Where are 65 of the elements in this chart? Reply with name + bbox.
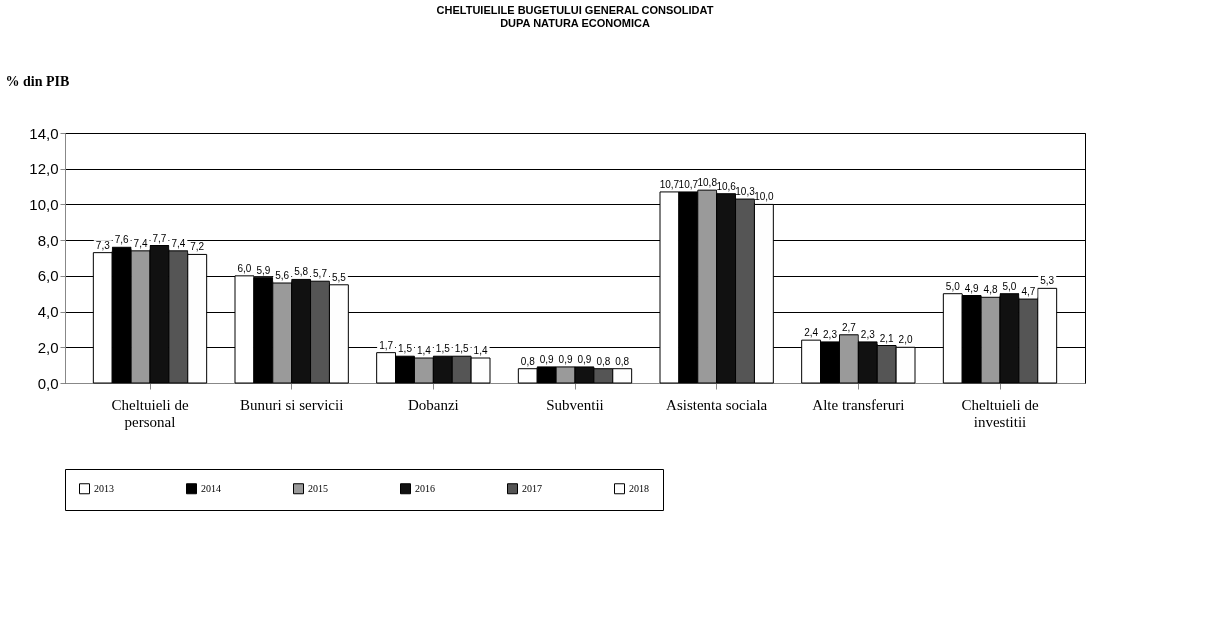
y-tick-label: 6,0	[37, 267, 59, 285]
y-tick-label: 2,0	[37, 338, 59, 356]
data-label: 7,4	[133, 237, 148, 249]
data-label: 5,6	[275, 270, 290, 281]
legend-label: 2016	[415, 482, 435, 494]
data-label: 1,5	[454, 343, 470, 355]
data-label: 5,0	[945, 280, 961, 292]
y-tick-label: 10,0	[29, 195, 59, 213]
y-axis-title: % din PIB	[5, 73, 70, 89]
data-label: 5,7	[313, 268, 328, 280]
data-label: 0,9	[539, 353, 555, 365]
legend-label: 2017	[522, 482, 542, 494]
data-label: 7,7	[152, 232, 167, 244]
data-label: 2,4	[804, 327, 819, 339]
data-label: 1,7	[379, 339, 394, 351]
data-label: 0,8	[520, 355, 536, 367]
data-label: 5,5	[331, 271, 347, 283]
y-tick-label: 0,0	[37, 374, 59, 392]
data-label: 1,5	[435, 343, 451, 355]
data-label: 10,8	[697, 177, 718, 189]
x-tick-label: Asistenta sociala	[666, 396, 768, 413]
data-label: 5,8	[294, 266, 309, 278]
data-label: 4,8	[983, 284, 998, 296]
data-label: 7,2	[190, 241, 205, 253]
data-label: 10,3	[735, 186, 756, 198]
data-label: 1,5	[398, 343, 413, 355]
x-tick-label: Subventii	[546, 396, 604, 413]
legend-label: 2013	[94, 482, 114, 494]
legend-label: 2015	[308, 482, 328, 494]
legend-label: 2014	[201, 482, 221, 494]
x-tick-label: Cheltuieli de personal	[111, 396, 189, 430]
data-label: 0,9	[577, 353, 592, 365]
data-label: 4,9	[964, 282, 980, 294]
data-label: 2,1	[879, 332, 895, 344]
data-label: 10,7	[659, 178, 680, 190]
y-tick-label: 14,0	[29, 124, 59, 142]
data-label: 1,4	[416, 345, 432, 356]
data-label: 5,3	[1040, 275, 1055, 287]
data-label: 6,0	[237, 262, 252, 274]
x-tick-label: Bunuri si servicii	[240, 396, 344, 413]
data-label: 10,6	[716, 180, 737, 192]
x-tick-label: Alte transferuri	[812, 396, 905, 413]
data-label: 2,7	[841, 321, 857, 333]
data-label: 5,0	[1002, 280, 1017, 292]
data-label: 2,3	[823, 328, 838, 340]
data-label: 0,8	[596, 355, 611, 367]
data-label: 2,0	[898, 334, 913, 346]
y-tick-label: 4,0	[37, 303, 59, 321]
data-label: 0,9	[558, 353, 573, 365]
data-label: 7,6	[114, 234, 130, 246]
x-tick-label: Cheltuieli de investitii	[961, 396, 1039, 430]
data-label: 10,0	[754, 191, 775, 203]
data-label: 5,9	[256, 264, 271, 276]
data-label: 2,3	[860, 328, 876, 340]
data-label: 7,4	[171, 237, 186, 249]
chart-title: CHELTUIELILE BUGETULUI GENERAL CONSOLIDAT DUPA NATURA ECONOMICA	[436, 4, 714, 29]
y-tick-label: 12,0	[29, 160, 59, 178]
data-label: 1,4	[473, 345, 488, 356]
legend-label: 2018	[629, 482, 649, 494]
y-tick-label: 8,0	[37, 231, 59, 249]
data-label: 10,7	[678, 178, 699, 190]
x-tick-label: Dobanzi	[407, 396, 459, 413]
data-label: 7,3	[95, 239, 111, 251]
data-label: 4,7	[1021, 286, 1036, 298]
data-label: 0,8	[615, 355, 630, 367]
